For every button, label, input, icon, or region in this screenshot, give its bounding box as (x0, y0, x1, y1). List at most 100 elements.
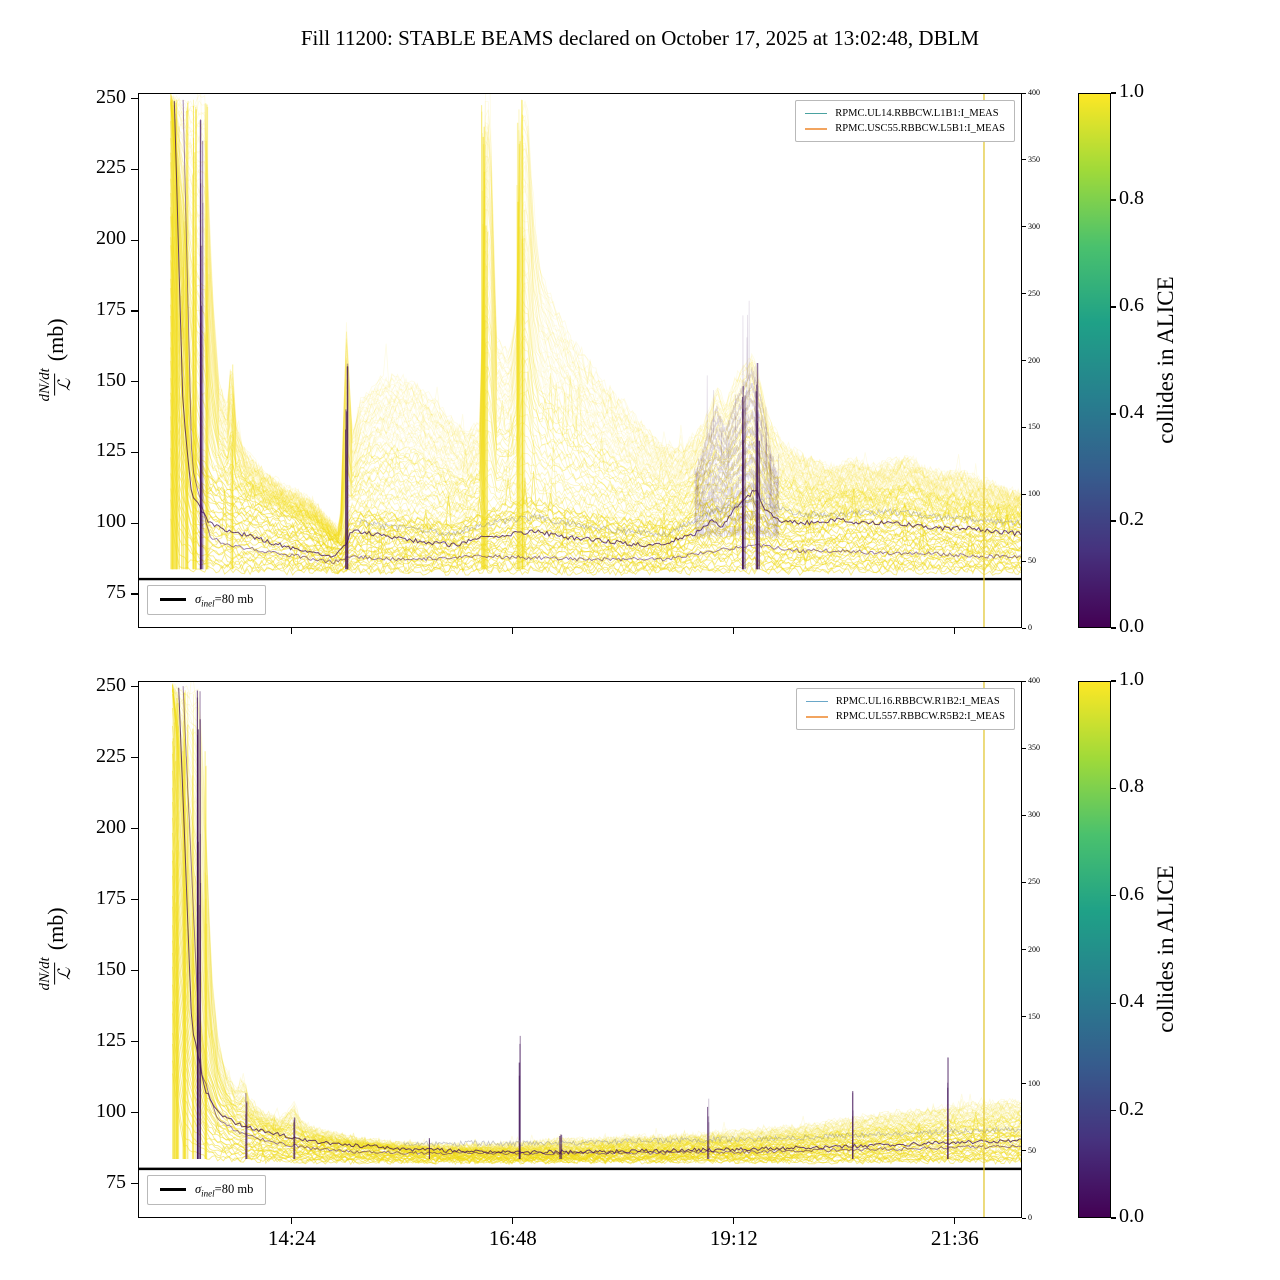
sigma-legend-top: σinel=80 mb (147, 584, 267, 615)
x-tick-mark (512, 628, 514, 634)
right-axis-tick-mark (1022, 881, 1026, 883)
x-tick-mark (733, 628, 735, 634)
fraction: dN/dt ℒ (37, 368, 75, 402)
colorbar-tick-label: 0.4 (1119, 401, 1144, 423)
right-axis-tick-label: 350 (1028, 743, 1040, 753)
colorbar-label-top: collides in ALICE (1153, 276, 1178, 444)
right-axis-tick-mark (1022, 949, 1026, 950)
right-axis-tick-mark (1022, 493, 1026, 495)
colorbar-tick-mark (1111, 520, 1116, 522)
legend-box-top: RPMC.UL14.RBBCW.L1B1:I_MEAS RPMC.USC55.R… (795, 100, 1015, 143)
legend-line-icon (805, 128, 828, 130)
right-axis-tick-label: 200 (1028, 944, 1040, 954)
legend-label: RPMC.USC55.RBBCW.L5B1:I_MEAS (835, 123, 1005, 135)
y-tick-mark (131, 593, 138, 595)
colorbar-tick-mark (1111, 895, 1116, 897)
y-tick-mark (131, 239, 138, 241)
sigma-label: σinel=80 mb (195, 591, 254, 609)
legend-entry: RPMC.UL557.RBBCW.R5B2:I_MEAS (805, 709, 1005, 724)
x-tick-mark (954, 1218, 956, 1224)
colorbar-tick-label: 1.0 (1119, 80, 1144, 102)
y-tick-label: 125 (96, 439, 126, 462)
x-tick-mark (291, 1218, 293, 1224)
right-axis-tick-mark (1022, 747, 1026, 749)
figure-title: Fill 11200: STABLE BEAMS declared on Oct… (300, 26, 980, 50)
legend-line-icon (805, 700, 828, 703)
colorbar-tick-label: 0.2 (1119, 508, 1144, 530)
right-axis-tick-mark (1022, 1083, 1026, 1085)
right-axis-tick-mark (1022, 560, 1026, 562)
right-axis-tick-label: 200 (1028, 355, 1040, 365)
sigma-legend-bottom: σinel=80 mb (147, 1174, 267, 1205)
right-axis-tick-label: 300 (1028, 810, 1040, 820)
y-tick-label: 125 (96, 1028, 126, 1051)
right-axis-tick-label: 250 (1028, 288, 1040, 298)
right-axis-tick-mark (1022, 92, 1026, 94)
x-tick-label: 14:24 (267, 1226, 316, 1250)
x-tick-label: 16:48 (488, 1226, 537, 1250)
colorbar-tick-mark (1111, 413, 1116, 415)
x-tick-label: 21:36 (930, 1226, 979, 1250)
colorbar-tick-mark (1111, 627, 1116, 629)
right-axis-tick-label: 0 (1028, 1213, 1032, 1222)
right-axis-tick-mark (1022, 680, 1026, 682)
legend-box-bottom: RPMC.UL16.RBBCW.R1B2:I_MEAS RPMC.UL557.R… (795, 688, 1015, 731)
subplot-top: RPMC.UL14.RBBCW.L1B1:I_MEAS RPMC.USC55.R… (138, 93, 1022, 628)
right-axis-tick-mark (1022, 360, 1026, 361)
y-axis-label-bottom: dN/dt ℒ (mb) (37, 907, 75, 991)
colorbar-tick-label: 0.0 (1119, 1205, 1144, 1227)
y-tick-label: 75 (106, 581, 126, 604)
x-tick-mark (291, 628, 293, 634)
right-axis-tick-mark (1022, 1016, 1026, 1018)
y-tick-label: 100 (96, 510, 126, 533)
right-axis-tick-mark (1022, 1217, 1026, 1219)
colorbar-tick-mark (1111, 1002, 1116, 1004)
right-axis-tick-mark (1022, 1150, 1026, 1152)
colorbar-tick-mark (1111, 306, 1116, 308)
colorbar-tick-label: 0.0 (1119, 615, 1144, 637)
fraction: dN/dt ℒ (37, 957, 75, 991)
colorbar-tick-label: 0.2 (1119, 1097, 1144, 1120)
y-tick-label: 250 (96, 85, 126, 108)
y-tick-label: 225 (96, 744, 126, 767)
colorbar-tick-mark (1111, 680, 1116, 682)
x-tick-mark (954, 628, 956, 634)
y-tick-mark (131, 451, 138, 454)
colorbar-tick-mark (1111, 1110, 1116, 1112)
right-axis-tick-mark (1022, 226, 1026, 228)
y-tick-mark (131, 522, 138, 524)
y-tick-label: 200 (96, 227, 126, 250)
right-axis-tick-mark (1022, 627, 1026, 629)
sigma-line-icon (160, 1188, 186, 1192)
y-tick-label: 225 (96, 156, 126, 179)
y-tick-label: 200 (96, 815, 126, 838)
right-axis-tick-label: 150 (1028, 422, 1040, 432)
y-tick-mark (131, 1041, 138, 1043)
colorbar-tick-label: 1.0 (1119, 668, 1144, 690)
y-tick-mark (131, 899, 138, 901)
right-axis-tick-mark (1022, 814, 1026, 816)
colorbar-tick-label: 0.6 (1119, 294, 1144, 316)
colorbar-tick-label: 0.4 (1119, 990, 1144, 1013)
colorbar-tick-mark (1111, 787, 1116, 789)
colorbar-bottom (1078, 681, 1111, 1218)
y-tick-mark (131, 1183, 138, 1185)
right-axis-tick-mark (1022, 426, 1026, 428)
colorbar-tick-mark (1111, 92, 1116, 94)
right-axis-tick-label: 250 (1028, 877, 1040, 887)
right-axis-tick-label: 100 (1028, 1078, 1040, 1088)
right-axis-tick-label: 400 (1028, 88, 1040, 97)
colorbar-tick-label: 0.6 (1119, 882, 1144, 905)
right-axis-tick-label: 400 (1028, 676, 1040, 685)
x-tick-mark (733, 1218, 735, 1224)
y-tick-mark (131, 98, 138, 100)
legend-label: RPMC.UL557.RBBCW.R5B2:I_MEAS (835, 711, 1005, 723)
y-tick-label: 150 (96, 957, 126, 980)
legend-label: RPMC.UL16.RBBCW.R1B2:I_MEAS (835, 696, 1000, 707)
subplot-bottom: RPMC.UL16.RBBCW.R1B2:I_MEAS RPMC.UL557.R… (138, 681, 1022, 1218)
y-tick-mark (131, 381, 138, 383)
colorbar-tick-mark (1111, 199, 1116, 201)
colorbar-tick-label: 0.8 (1119, 775, 1144, 798)
legend-line-icon (805, 112, 828, 115)
